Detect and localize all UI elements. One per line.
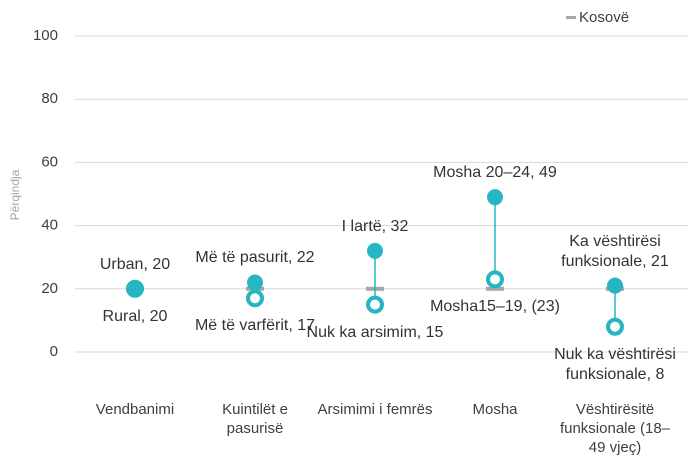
y-tick-label: 60	[41, 153, 58, 170]
y-axis-label: Përqindja	[8, 169, 22, 220]
kosovo-dash	[486, 286, 504, 291]
data-label: Më të varfërit, 17	[194, 317, 316, 335]
data-label: I lartë, 32	[341, 217, 409, 235]
open-dot	[606, 317, 624, 336]
y-tick-label: 100	[33, 27, 58, 44]
x-tick-label: Arsimimi i femrës	[317, 401, 433, 418]
y-tick-label: 0	[50, 343, 58, 360]
y-tick-label: 80	[41, 90, 58, 107]
x-tick-label: Vështirësitë funksionale (18–49 vjeç)	[559, 401, 671, 456]
filled-dot	[367, 242, 383, 259]
data-label: Urban, 20	[99, 255, 171, 273]
filled-dot	[607, 277, 623, 294]
y-tick-label: 40	[41, 217, 58, 234]
x-tick-label: Kuintilët e pasurisë	[222, 401, 288, 437]
data-label: Mosha15–19, (23)	[430, 298, 560, 316]
data-label: Më të pasurit, 22	[195, 249, 315, 267]
data-label: Ka vështirësi funksionale, 21	[561, 232, 669, 270]
open-dot	[246, 289, 264, 308]
filled-dot	[247, 274, 263, 291]
filled-dot	[487, 189, 503, 206]
x-tick-label: Mosha	[472, 401, 518, 418]
data-label: Nuk ka arsimim, 15	[306, 323, 444, 341]
legend-label: Kosovë	[579, 9, 629, 26]
filled-dot	[127, 280, 143, 297]
x-tick-label: Vendbanimi	[95, 401, 175, 418]
data-label: Rural, 20	[102, 307, 168, 325]
legend-swatch	[566, 16, 576, 19]
open-dot	[366, 295, 384, 314]
open-dot	[486, 270, 504, 289]
data-label: Nuk ka vështirësi funksionale, 8	[554, 345, 676, 383]
y-tick-label: 20	[41, 280, 58, 297]
data-label: Mosha 20–24, 49	[433, 164, 557, 182]
